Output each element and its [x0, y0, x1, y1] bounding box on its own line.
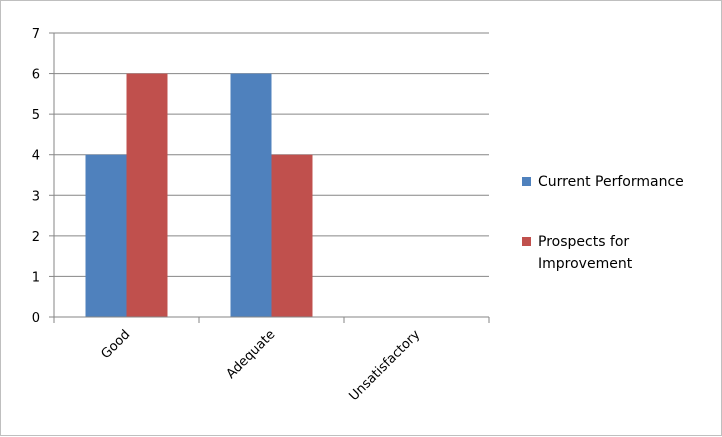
y-tick-label: 3	[32, 189, 40, 204]
axes	[49, 32, 490, 323]
x-axis-ticks: Good Adequate Unsatisfactory	[99, 327, 424, 404]
bar-0-1	[126, 73, 168, 317]
x-tick-label: Good	[99, 327, 134, 362]
bar-0-0	[85, 154, 127, 317]
y-tick-label: 0	[32, 311, 40, 326]
legend-label: Prospects for	[538, 234, 629, 250]
legend-label: Improvement	[538, 256, 633, 272]
y-tick-label: 2	[32, 230, 40, 245]
bar-1-0	[230, 73, 272, 317]
legend: Current Performance Prospects for Improvem…	[522, 174, 684, 272]
legend-swatch	[522, 237, 531, 246]
bar-1-1	[271, 154, 313, 317]
y-tick-label: 7	[32, 27, 40, 42]
bars	[85, 73, 313, 317]
y-tick-label: 5	[32, 108, 40, 123]
x-tick-label: Adequate	[224, 327, 279, 382]
y-axis-ticks: 0 1 2 3 4 5 6 7	[32, 27, 40, 326]
x-tick-label: Unsatisfactory	[346, 327, 423, 404]
legend-label: Current Performance	[538, 174, 684, 190]
y-tick-label: 1	[32, 270, 40, 285]
legend-swatch	[522, 177, 531, 186]
y-tick-label: 6	[32, 68, 40, 83]
y-tick-label: 4	[32, 149, 40, 164]
